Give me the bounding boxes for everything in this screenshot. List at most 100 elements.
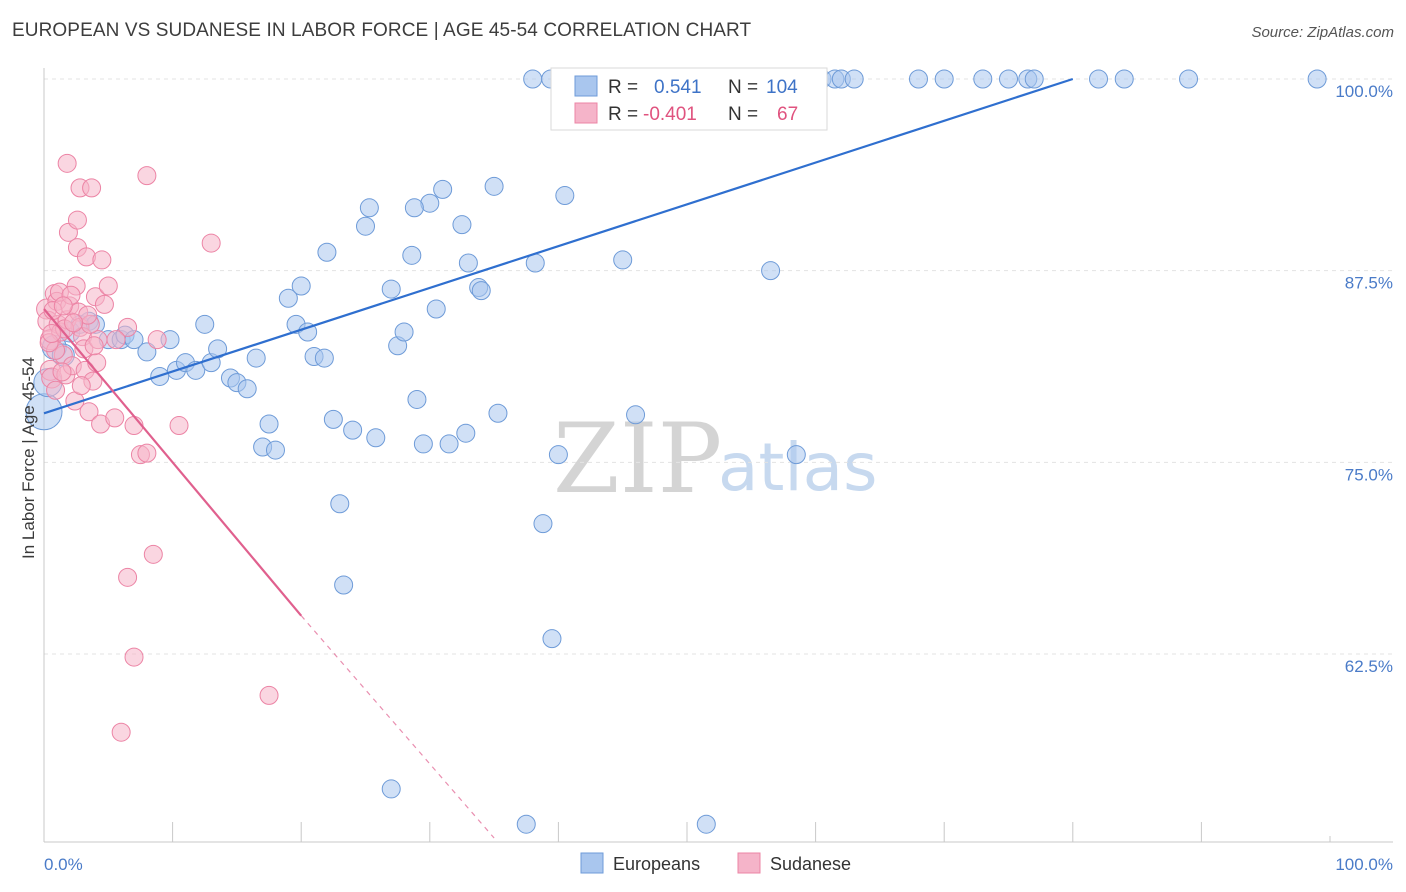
europeans-point-57 <box>484 176 504 196</box>
stats-r-label-europeans: R = <box>608 77 638 98</box>
europeans-point-37 <box>334 575 354 595</box>
y-tick-label-62-5: 62.5% <box>1345 657 1393 676</box>
legend-label-europeans: Europeans <box>613 854 700 874</box>
europeans-point-56 <box>471 281 491 301</box>
europeans-point-34 <box>317 242 337 262</box>
stats-n-europeans: 104 <box>766 77 798 98</box>
europeans-point-36 <box>330 494 350 514</box>
legend-swatch-europeans <box>580 852 604 874</box>
sudanese-point-29 <box>76 247 96 267</box>
stats-n-label-europeans: N = <box>728 77 758 98</box>
sudanese-point-63 <box>64 313 84 333</box>
sudanese-points <box>36 153 279 742</box>
europeans-point-104 <box>404 198 424 218</box>
sudanese-point-30 <box>92 250 112 270</box>
europeans-point-101 <box>381 779 401 799</box>
sudanese-point-43 <box>118 567 138 587</box>
europeans-point-103 <box>696 814 716 834</box>
europeans-point-89 <box>973 69 993 89</box>
sudanese-point-33 <box>82 178 102 198</box>
sudanese-point-49 <box>259 685 279 705</box>
stats-swatch-europeans <box>574 75 598 97</box>
europeans-point-24 <box>246 348 266 368</box>
europeans-point-31 <box>298 322 318 342</box>
x-tick-label-max: 100.0% <box>1335 855 1393 874</box>
europeans-trend-line <box>43 77 1074 415</box>
europeans-point-27 <box>265 440 285 460</box>
europeans-point-58 <box>488 403 508 423</box>
source-credit: Source: ZipAtlas.com <box>1251 24 1394 41</box>
europeans-point-99 <box>761 261 781 281</box>
europeans-point-18 <box>195 314 215 334</box>
europeans-point-90 <box>999 69 1018 89</box>
sudanese-point-61 <box>46 380 66 400</box>
sudanese-point-66 <box>106 330 126 350</box>
europeans-point-63 <box>555 186 575 206</box>
sudanese-point-46 <box>169 416 189 436</box>
europeans-point-53 <box>456 423 476 443</box>
europeans-point-95 <box>1179 69 1199 89</box>
europeans-point-62 <box>548 445 568 465</box>
europeans-point-96 <box>1307 69 1327 89</box>
europeans-point-33 <box>314 348 334 368</box>
sudanese-point-64 <box>84 336 104 356</box>
europeans-point-98 <box>626 405 646 425</box>
sudanese-point-59 <box>71 376 91 396</box>
europeans-point-87 <box>908 69 928 89</box>
europeans-point-35 <box>323 409 343 429</box>
stats-r-label-sudanese: R = <box>608 104 638 125</box>
europeans-point-88 <box>934 69 954 89</box>
legend-swatch-sudanese <box>737 852 761 874</box>
gridlines <box>44 78 1393 655</box>
legend: Europeans Sudanese <box>580 852 851 874</box>
europeans-point-30 <box>291 276 311 296</box>
sudanese-point-38 <box>118 317 138 337</box>
europeans-point-23 <box>237 379 257 399</box>
europeans-point-28 <box>278 288 298 308</box>
europeans-point-54 <box>458 253 478 273</box>
europeans-point-50 <box>433 179 453 199</box>
y-tick-label-87-5: 87.5% <box>1345 274 1393 293</box>
europeans-point-49 <box>426 299 446 319</box>
sudanese-point-42 <box>143 544 163 564</box>
europeans-point-97 <box>613 250 633 270</box>
europeans-point-42 <box>381 279 401 299</box>
europeans-point-61 <box>542 629 562 649</box>
stats-r-europeans: 0.541 <box>654 77 702 98</box>
europeans-point-52 <box>452 215 472 235</box>
sudanese-point-62 <box>53 296 73 316</box>
europeans-point-40 <box>359 198 379 218</box>
europeans-point-38 <box>343 420 363 440</box>
europeans-point-45 <box>402 245 422 265</box>
stats-n-label-sudanese: N = <box>728 104 758 125</box>
europeans-point-86 <box>844 69 864 89</box>
sudanese-point-44 <box>124 647 144 667</box>
sudanese-point-34 <box>67 210 87 230</box>
europeans-point-92 <box>1024 69 1044 89</box>
sudanese-point-41 <box>137 443 157 463</box>
y-tick-label-100: 100.0% <box>1335 82 1393 101</box>
europeans-point-51 <box>439 434 459 454</box>
europeans-point-25 <box>259 414 279 434</box>
europeans-point-64 <box>523 69 543 89</box>
europeans-point-12 <box>137 342 157 362</box>
y-axis-label: In Labor Force | Age 45-54 <box>19 357 38 559</box>
europeans-point-46 <box>407 389 427 409</box>
europeans-point-100 <box>786 445 806 465</box>
sudanese-point-50 <box>137 166 157 186</box>
chart-title: EUROPEAN VS SUDANESE IN LABOR FORCE | AG… <box>12 20 752 41</box>
legend-label-sudanese: Sudanese <box>770 854 851 874</box>
europeans-point-44 <box>394 322 414 342</box>
sudanese-point-21 <box>79 402 99 422</box>
sudanese-trend-extension <box>300 615 495 839</box>
trend-lines <box>43 77 1074 839</box>
y-tick-label-75: 75.0% <box>1345 465 1393 484</box>
europeans-point-102 <box>516 814 536 834</box>
europeans-point-60 <box>533 514 553 534</box>
stats-n-sudanese: 67 <box>777 104 798 125</box>
europeans-point-39 <box>356 216 375 236</box>
europeans-point-47 <box>413 434 433 454</box>
sudanese-point-37 <box>105 408 125 428</box>
sudanese-point-31 <box>57 153 77 173</box>
